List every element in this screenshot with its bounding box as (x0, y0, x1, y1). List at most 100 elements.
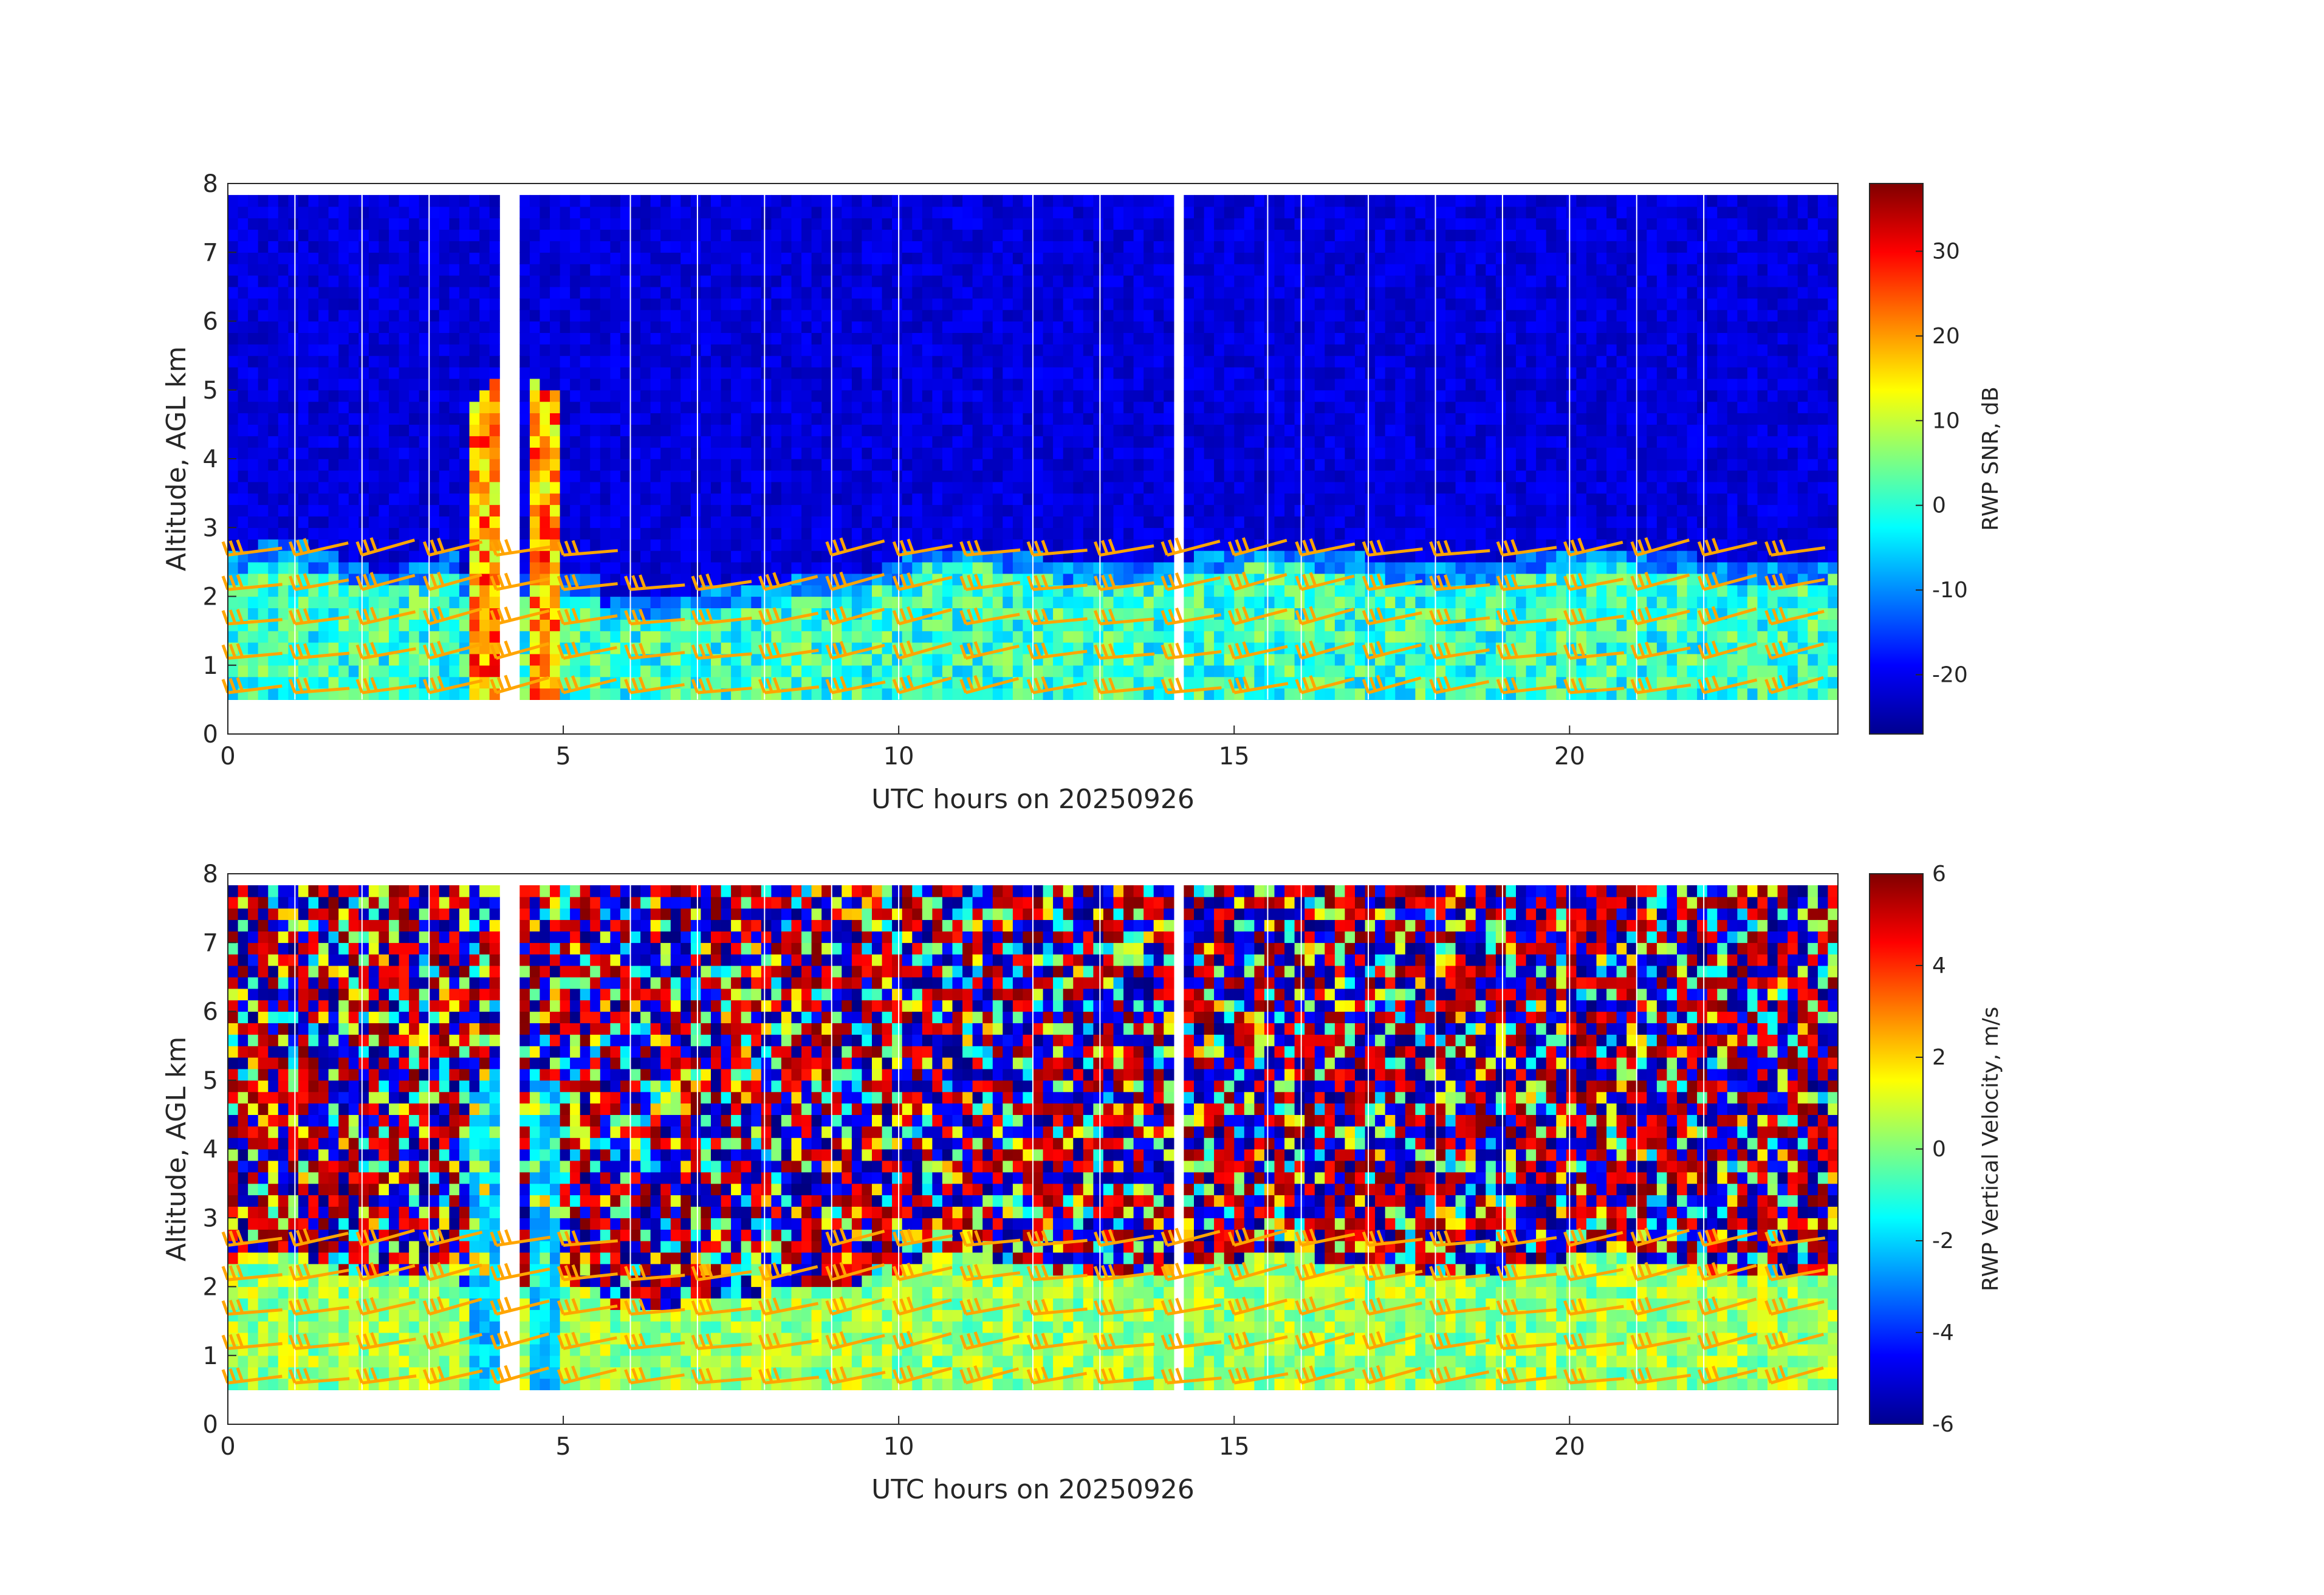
heatmap-cell (439, 206, 450, 219)
heatmap-cell (449, 378, 460, 391)
heatmap-cell (540, 481, 550, 494)
heatmap-cell (771, 275, 782, 287)
heatmap-cell (942, 401, 953, 414)
heatmap-cell (952, 665, 963, 677)
heatmap-cell (1204, 367, 1215, 379)
heatmap-cell (258, 378, 269, 391)
heatmap-cell (1113, 378, 1124, 391)
heatmap-cell (761, 367, 772, 379)
heatmap-cell (348, 309, 359, 322)
heatmap-cell (1334, 401, 1346, 414)
heatmap-cell (1334, 389, 1346, 402)
heatmap-cell (1023, 309, 1033, 322)
heatmap-cell (288, 275, 299, 287)
heatmap-cell (620, 298, 631, 310)
heatmap-cell (680, 596, 691, 608)
heatmap-cell (268, 286, 279, 299)
heatmap-cell (1123, 286, 1134, 299)
heatmap-cell (368, 378, 380, 391)
heatmap-cell (519, 447, 530, 459)
heatmap-cell (801, 241, 812, 253)
heatmap-cell (721, 573, 732, 586)
heatmap-cell (892, 401, 903, 414)
heatmap-cell (1254, 218, 1265, 230)
heatmap-cell (550, 355, 561, 368)
heatmap-cell (1083, 321, 1094, 333)
heatmap-cell (1274, 229, 1285, 241)
heatmap-cell (600, 252, 611, 264)
heatmap-cell (1153, 413, 1164, 425)
heatmap-cell (1385, 344, 1396, 356)
heatmap-cell (258, 367, 269, 379)
heatmap-cell (1133, 355, 1144, 368)
heatmap-cell (328, 389, 339, 402)
heatmap-cell (650, 470, 661, 482)
heatmap-cell (741, 447, 752, 459)
heatmap-cell (1214, 332, 1225, 345)
heatmap-cell (741, 389, 752, 402)
heatmap-cell (529, 596, 541, 608)
heatmap-cell (449, 631, 460, 643)
heatmap-cell (610, 447, 621, 459)
heatmap-cell (1133, 321, 1144, 333)
heatmap-cell (1214, 229, 1225, 241)
heatmap-cell (439, 344, 450, 356)
heatmap-cell (791, 389, 802, 402)
heatmap-cell (982, 298, 993, 310)
heatmap-cell (1284, 229, 1295, 241)
heatmap-cell (238, 241, 249, 253)
heatmap-cell (872, 619, 883, 631)
heatmap-cell (288, 504, 299, 516)
heatmap-cell (851, 470, 863, 482)
heatmap-cell (842, 561, 852, 574)
heatmap-cell (358, 481, 369, 494)
heatmap-cell (912, 275, 923, 287)
heatmap-cell (459, 344, 470, 356)
heatmap-cell (650, 378, 661, 391)
heatmap-cell (1304, 481, 1315, 494)
heatmap-cell (469, 551, 480, 563)
heatmap-cell (942, 298, 953, 310)
heatmap-cell (1244, 378, 1255, 391)
heatmap-cell (892, 504, 903, 516)
heatmap-cell (540, 332, 550, 345)
heatmap-cell (449, 561, 460, 574)
heatmap-cell (1073, 218, 1084, 230)
heatmap-cell (358, 470, 369, 482)
heatmap-cell (701, 229, 711, 241)
heatmap-cell (1153, 389, 1164, 402)
heatmap-cell (922, 459, 933, 471)
heatmap-cell (1053, 355, 1064, 368)
heatmap-cell (751, 561, 762, 574)
heatmap-cell (1244, 344, 1255, 356)
heatmap-cell (1284, 355, 1295, 368)
heatmap-cell (1224, 389, 1235, 402)
heatmap-cell (741, 286, 752, 299)
heatmap-cell (1073, 241, 1084, 253)
heatmap-cell (358, 355, 369, 368)
heatmap-cell (701, 378, 711, 391)
heatmap-cell (288, 252, 299, 264)
heatmap-cell (1153, 504, 1164, 516)
heatmap-cell (620, 218, 631, 230)
heatmap-cell (670, 241, 681, 253)
heatmap-cell (1153, 321, 1164, 333)
heatmap-cell (1073, 516, 1084, 528)
heatmap-cell (1164, 561, 1174, 574)
heatmap-cell (872, 332, 883, 345)
heatmap-cell (258, 413, 269, 425)
heatmap-cell (680, 688, 691, 700)
heatmap-cell (731, 676, 742, 689)
heatmap-cell (1073, 424, 1084, 436)
heatmap-cell (1314, 241, 1325, 253)
heatmap-cell (1133, 309, 1144, 322)
heatmap-cell (1012, 309, 1024, 322)
heatmap-cell (348, 355, 359, 368)
heatmap-cell (560, 355, 571, 368)
heatmap-cell (358, 264, 369, 276)
heatmap-cell (821, 401, 832, 414)
heatmap-cell (429, 459, 440, 471)
heatmap-cell (1003, 527, 1013, 540)
heatmap-cell (1003, 413, 1013, 425)
heatmap-cell (1214, 389, 1225, 402)
